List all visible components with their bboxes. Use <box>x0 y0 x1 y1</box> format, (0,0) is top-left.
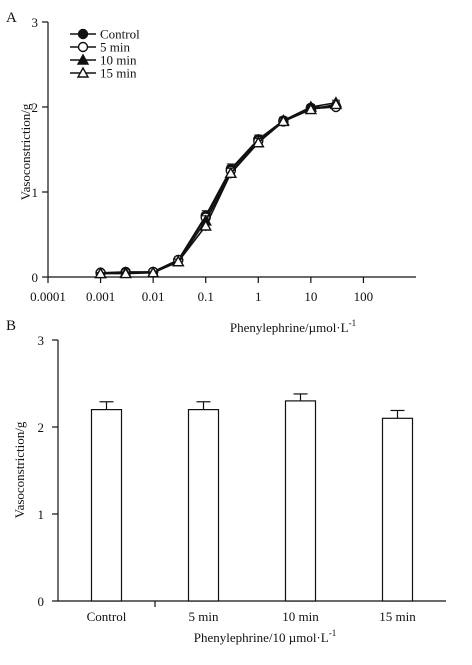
panel-a-legend-label: 10 min <box>100 53 137 68</box>
panel-a-data-point <box>94 267 107 279</box>
panel-a-legend-label: Control <box>100 27 140 42</box>
panel-a-y-axis-label: Vasoconstriction/g <box>18 103 33 200</box>
panel-b-x-axis-label-text: Phenylephrine/10 µmol·L <box>194 630 329 645</box>
panel-a-data-point <box>277 115 290 127</box>
panel-b-y-tick-label: 3 <box>38 333 45 348</box>
panel-a-x-tick-label: 0.01 <box>142 289 165 304</box>
panel-b-category-label: 15 min <box>379 609 416 624</box>
panel-a-data-point <box>224 166 237 179</box>
panel-b-category-label: Control <box>87 609 127 624</box>
panel-b-bar <box>381 417 414 602</box>
panel-a-data-point <box>252 136 265 148</box>
panel-b-bar <box>187 409 220 602</box>
panel-a-y-tick-label: 1 <box>32 185 39 200</box>
panel-a-series-line <box>100 106 336 274</box>
panel-a-y-tick-label: 2 <box>32 100 39 115</box>
panel-b-label: B <box>6 318 16 334</box>
panel-a-x-tick-label: 0.0001 <box>30 289 66 304</box>
panel-a-x-axis-label-text: Phenylephrine/µmol·L <box>230 320 349 335</box>
panel-b-y-tick-label: 2 <box>38 420 45 435</box>
panel-a-legend-label: 15 min <box>100 66 137 81</box>
panel-a-x-tick-label: 0.001 <box>86 289 115 304</box>
panel-a-x-tick-label: 100 <box>354 289 374 304</box>
panel-a-series-line <box>100 103 337 275</box>
panel-a-legend-marker <box>77 41 89 53</box>
panel-a-x-axis-label-sup: -1 <box>349 318 357 328</box>
panel-a-data-point <box>304 103 318 115</box>
panel-a-data-point <box>172 255 185 267</box>
panel-a-data-point <box>199 219 212 231</box>
panel-a-legend-marker <box>76 66 90 78</box>
panel-a-x-tick-label: 1 <box>255 289 262 304</box>
panel-b-x-axis-label-sup: -1 <box>329 628 337 638</box>
panel-b-category-label: 5 min <box>189 609 219 624</box>
panel-a-x-tick-label: 10 <box>304 289 317 304</box>
panel-a-y-tick-label: 3 <box>32 15 39 30</box>
panel-b-x-axis-label: Phenylephrine/10 µmol·L-1 <box>194 628 336 645</box>
panel-a-label: A <box>6 10 17 26</box>
panel-a-data-point <box>329 98 343 110</box>
panel-a-data-point <box>146 266 160 278</box>
panel-a-legend-label: 5 min <box>100 40 130 55</box>
panel-a-x-axis-label: Phenylephrine/µmol·L-1 <box>230 318 356 335</box>
panel-a-data-point <box>119 267 132 279</box>
panel-a-series-line <box>100 101 337 275</box>
panel-b-category-label: 10 min <box>282 609 319 624</box>
panel-b-y-axis-label: Vasoconstriction/g <box>12 421 27 518</box>
panel-b-y-tick-label: 1 <box>38 507 45 522</box>
panel-a-line-chart: A Vasoconstriction/g Phenylephrine/µmol·… <box>6 10 416 335</box>
panel-b-y-tick-label: 0 <box>38 594 45 609</box>
panel-a-y-tick-label: 0 <box>32 270 39 285</box>
panel-b-bar <box>90 409 123 602</box>
panel-a-legend-marker <box>77 28 89 40</box>
panel-a-legend-marker <box>76 53 90 65</box>
panel-a-series-line <box>100 105 336 274</box>
panel-b-bar-chart: B Vasoconstriction/g Phenylephrine/10 µm… <box>6 318 446 645</box>
panel-b-bar <box>284 400 317 602</box>
panel-a-x-tick-label: 0.1 <box>198 289 214 304</box>
